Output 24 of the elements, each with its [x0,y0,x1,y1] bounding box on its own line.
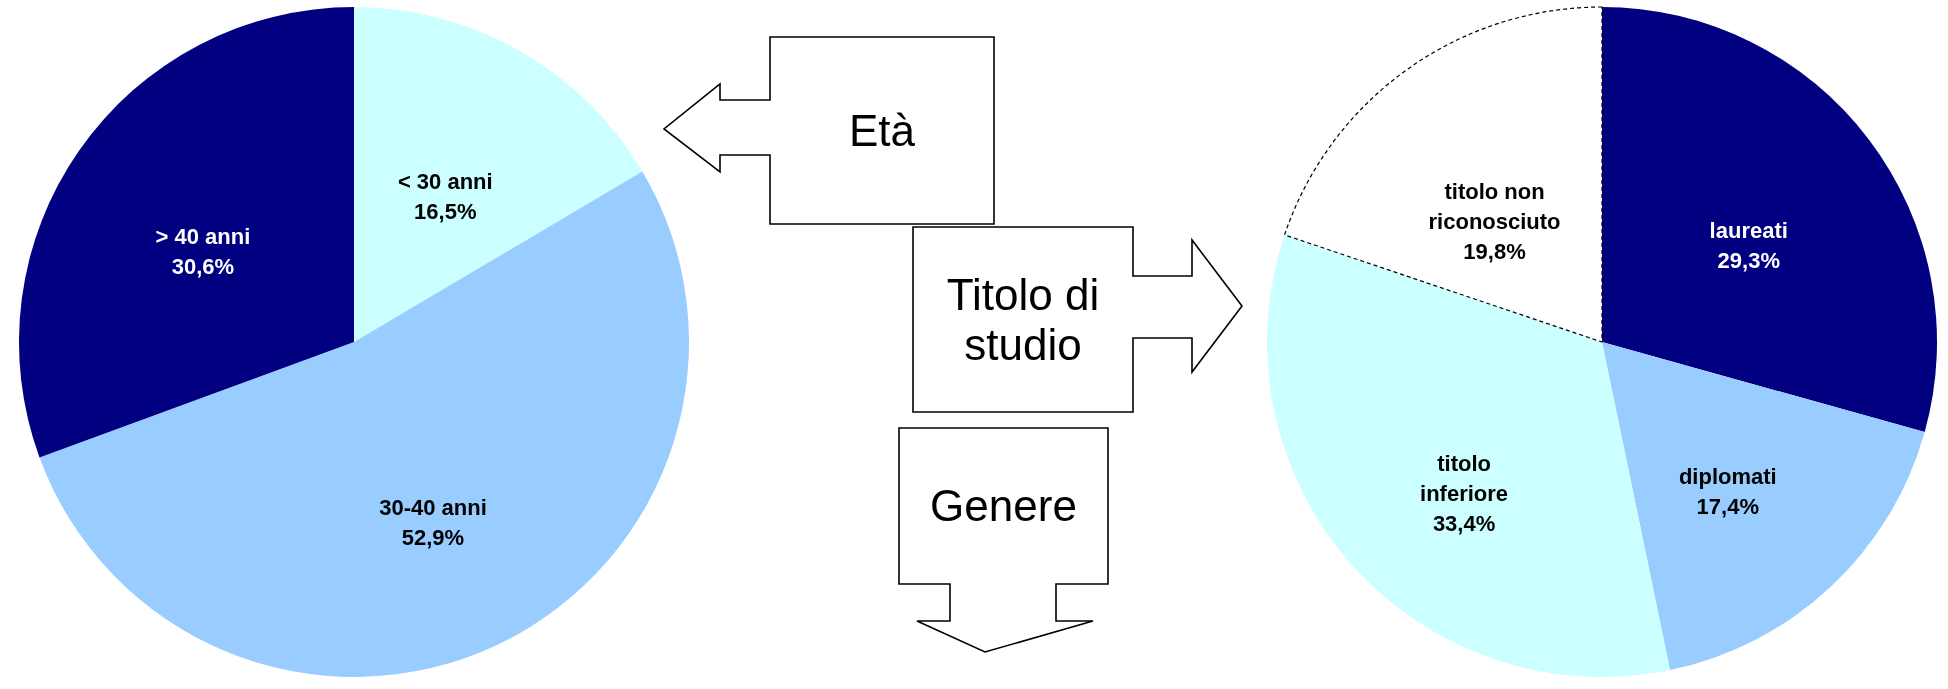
data-label: 33,4% [1432,511,1496,537]
data-label: 52,9% [401,525,465,551]
data-label: 17,4% [1696,493,1759,519]
slice-label: 30-40 anni [379,495,487,521]
data-label: 30,6% [171,253,235,279]
text: Genere [929,480,1078,532]
pie-slice [1602,7,1937,433]
data-label: 16,5% [414,198,477,224]
data-label: 19,8% [1463,239,1526,265]
slice-label: titolo inferiore [1420,451,1509,507]
pie-slice [19,7,354,458]
slice-label: diplomati [1678,463,1777,489]
pie-slice [1267,234,1670,677]
pie-slice [1283,6,1603,343]
text: Età [847,104,916,157]
data-label: 29,3% [1717,247,1780,273]
pie-slice [1602,342,1925,671]
slice-label: laureati [1709,217,1788,243]
text: Titolo di studio [945,268,1101,371]
slice-label: titolo non riconosciuto [1428,179,1561,235]
pie-slice [39,171,689,677]
pie-slice [354,7,643,342]
slice-label: < 30 anni [397,168,493,194]
slice-label: > 40 anni [155,223,251,249]
